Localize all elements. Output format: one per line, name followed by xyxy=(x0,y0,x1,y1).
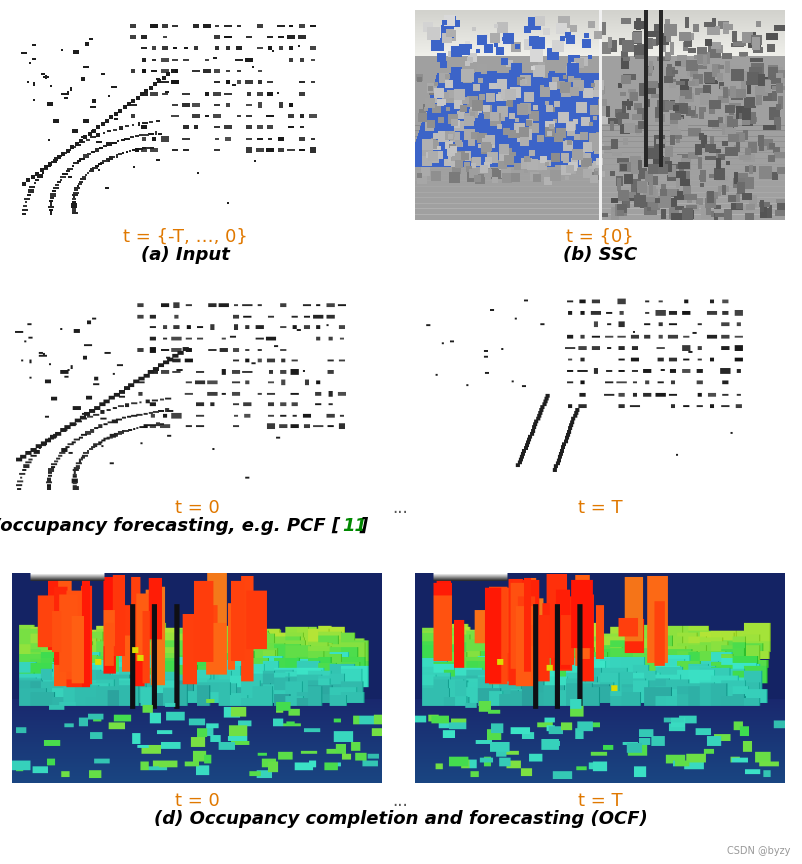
Text: CSDN @byzy: CSDN @byzy xyxy=(726,846,789,856)
Text: t = {0}: t = {0} xyxy=(565,228,633,246)
Text: t = {-T, …, 0}: t = {-T, …, 0} xyxy=(123,228,247,246)
Text: t = 0: t = 0 xyxy=(174,792,219,810)
Text: (c) Point/occupancy forecasting, e.g. PCF [: (c) Point/occupancy forecasting, e.g. PC… xyxy=(0,517,339,535)
Text: t = T: t = T xyxy=(577,499,622,517)
Text: (b) SSC: (b) SSC xyxy=(562,246,636,264)
Text: 11: 11 xyxy=(342,517,367,535)
Text: (d) Occupancy completion and forecasting (OCF): (d) Occupancy completion and forecasting… xyxy=(154,810,647,828)
Text: ...: ... xyxy=(391,792,407,810)
Text: ]: ] xyxy=(359,517,368,535)
Text: t = 0: t = 0 xyxy=(174,499,219,517)
Text: (a) Input: (a) Input xyxy=(140,246,229,264)
Text: t = T: t = T xyxy=(577,792,622,810)
Text: ...: ... xyxy=(391,499,407,517)
